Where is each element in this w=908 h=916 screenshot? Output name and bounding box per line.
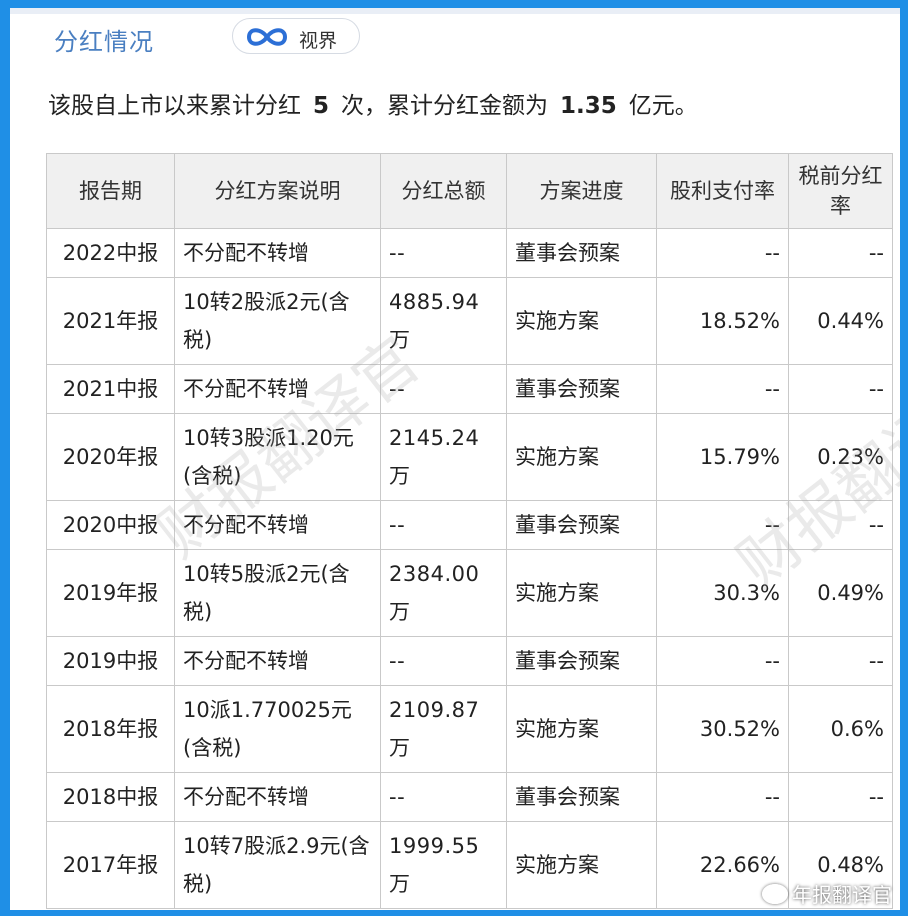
cell-total: 2145.24万 — [380, 413, 507, 501]
section-title: 分红情况 — [54, 28, 154, 56]
cell-status: 实施方案 — [506, 277, 657, 365]
cell-plan: 不分配不转增 — [174, 500, 381, 550]
cell-status: 董事会预案 — [506, 636, 657, 686]
cell-plan: 10转7股派2.9元(含税) — [174, 821, 381, 909]
cell-payout: 15.79% — [656, 413, 789, 501]
cell-total: -- — [380, 772, 507, 822]
summary-count: 5 — [313, 93, 330, 119]
cell-period: 2019中报 — [46, 636, 175, 686]
cell-status: 实施方案 — [506, 821, 657, 909]
table-row: 2020中报 不分配不转增 -- 董事会预案 -- -- — [46, 500, 893, 550]
cell-payout: -- — [656, 772, 789, 822]
cell-status: 董事会预案 — [506, 772, 657, 822]
table-row: 2018中报 不分配不转增 -- 董事会预案 -- -- — [46, 772, 893, 822]
top-strip — [10, 8, 900, 14]
table-header-row: 报告期 分红方案说明 分红总额 方案进度 股利支付率 税前分红率 — [46, 153, 893, 229]
summary-amount: 1.35 — [560, 93, 617, 119]
cell-payout: 30.52% — [656, 685, 789, 773]
cell-status: 实施方案 — [506, 413, 657, 501]
cell-total: -- — [380, 364, 507, 414]
cell-plan: 10派1.770025元(含税) — [174, 685, 381, 773]
table-row: 2021年报 10转2股派2元(含税) 4885.94万 实施方案 18.52%… — [46, 277, 893, 365]
bottom-watermark: 年报翻译官 — [762, 879, 892, 908]
cell-plan: 不分配不转增 — [174, 636, 381, 686]
cell-period: 2020中报 — [46, 500, 175, 550]
shijie-label: 视界 — [299, 30, 338, 52]
cell-status: 董事会预案 — [506, 500, 657, 550]
cell-payout: 18.52% — [656, 277, 789, 365]
cell-period: 2017年报 — [46, 821, 175, 909]
col-header-yield[interactable]: 税前分红率 — [788, 153, 893, 229]
summary-middle: 次，累计分红金额为 — [341, 93, 549, 119]
cell-yield: -- — [788, 364, 893, 414]
cell-period: 2022中报 — [46, 228, 175, 278]
summary-suffix: 亿元。 — [628, 93, 698, 119]
infinity-icon — [246, 28, 288, 46]
cell-payout: 30.3% — [656, 549, 789, 637]
col-header-total[interactable]: 分红总额 — [380, 153, 507, 229]
cell-period: 2018中报 — [46, 772, 175, 822]
dividend-table: 报告期 分红方案说明 分红总额 方案进度 股利支付率 税前分红率 2022中报 … — [46, 153, 893, 909]
cell-period: 2018年报 — [46, 685, 175, 773]
cell-period: 2020年报 — [46, 413, 175, 501]
col-header-status[interactable]: 方案进度 — [506, 153, 657, 229]
cell-plan: 不分配不转增 — [174, 228, 381, 278]
table-row: 2019年报 10转5股派2元(含税) 2384.00万 实施方案 30.3% … — [46, 549, 893, 637]
cell-total: 2109.87万 — [380, 685, 507, 773]
cell-total: 1999.55万 — [380, 821, 507, 909]
cell-total: 4885.94万 — [380, 277, 507, 365]
cell-period: 2021年报 — [46, 277, 175, 365]
summary-prefix: 该股自上市以来累计分红 — [48, 93, 301, 119]
cell-total: -- — [380, 228, 507, 278]
table-row: 2022中报 不分配不转增 -- 董事会预案 -- -- — [46, 228, 893, 278]
dividend-summary: 该股自上市以来累计分红 5 次，累计分红金额为 1.35 亿元。 — [48, 86, 698, 120]
cell-plan: 不分配不转增 — [174, 364, 381, 414]
cell-total: -- — [380, 636, 507, 686]
cell-period: 2021中报 — [46, 364, 175, 414]
cell-status: 实施方案 — [506, 549, 657, 637]
cell-yield: 0.49% — [788, 549, 893, 637]
cell-plan: 不分配不转增 — [174, 772, 381, 822]
cell-total: 2384.00万 — [380, 549, 507, 637]
table-row: 2018年报 10派1.770025元(含税) 2109.87万 实施方案 30… — [46, 685, 893, 773]
col-header-plan[interactable]: 分红方案说明 — [174, 153, 381, 229]
cell-yield: 0.48% — [788, 821, 893, 909]
cell-yield: -- — [788, 636, 893, 686]
table-row: 2021中报 不分配不转增 -- 董事会预案 -- -- — [46, 364, 893, 414]
table-row: 2020年报 10转3股派1.20元(含税) 2145.24万 实施方案 15.… — [46, 413, 893, 501]
cell-plan: 10转2股派2元(含税) — [174, 277, 381, 365]
cell-payout: -- — [656, 500, 789, 550]
cell-status: 实施方案 — [506, 685, 657, 773]
cell-yield: 0.44% — [788, 277, 893, 365]
cell-status: 董事会预案 — [506, 364, 657, 414]
shijie-button[interactable]: 视界 — [232, 18, 360, 54]
col-header-payout[interactable]: 股利支付率 — [656, 153, 789, 229]
cell-yield: -- — [788, 772, 893, 822]
table-row: 2019中报 不分配不转增 -- 董事会预案 -- -- — [46, 636, 893, 686]
cell-status: 董事会预案 — [506, 228, 657, 278]
bottom-watermark-text: 年报翻译官 — [792, 883, 892, 907]
cell-plan: 10转5股派2元(含税) — [174, 549, 381, 637]
cell-payout: -- — [656, 228, 789, 278]
cell-yield: 0.6% — [788, 685, 893, 773]
cell-yield: 0.23% — [788, 413, 893, 501]
cell-payout: -- — [656, 636, 789, 686]
cell-plan: 10转3股派1.20元(含税) — [174, 413, 381, 501]
weibo-icon — [762, 884, 788, 904]
table-row: 2017年报 10转7股派2.9元(含税) 1999.55万 实施方案 22.6… — [46, 821, 893, 909]
col-header-period[interactable]: 报告期 — [46, 153, 175, 229]
cell-period: 2019年报 — [46, 549, 175, 637]
cell-yield: -- — [788, 228, 893, 278]
cell-yield: -- — [788, 500, 893, 550]
cell-payout: -- — [656, 364, 789, 414]
cell-total: -- — [380, 500, 507, 550]
